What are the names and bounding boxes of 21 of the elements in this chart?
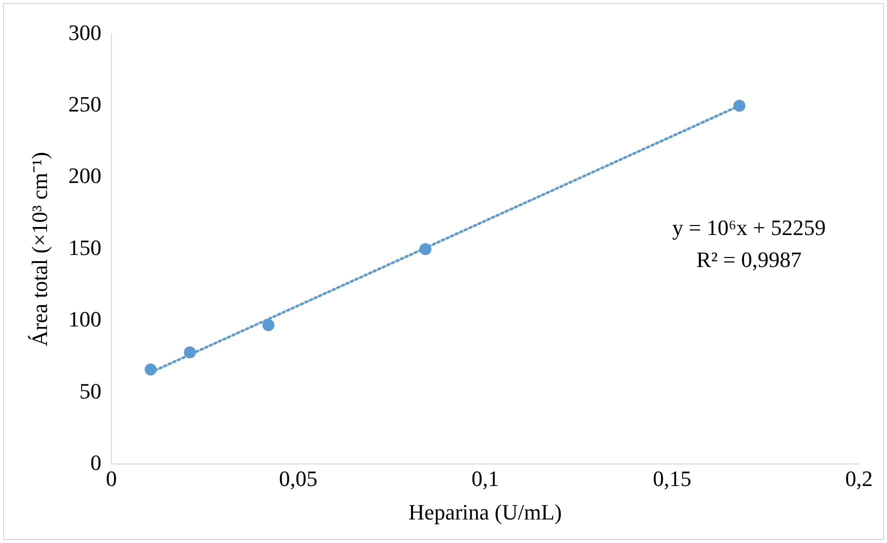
y-tick-label: 0 bbox=[90, 450, 102, 475]
y-tick-label: 150 bbox=[68, 234, 102, 260]
point bbox=[184, 346, 196, 358]
y-tick-label: 100 bbox=[68, 306, 102, 332]
y-tick-label: 300 bbox=[68, 20, 102, 45]
y-axis-title: Área total (×10³ cm⁻¹) bbox=[26, 152, 52, 346]
annotation: R² = 0,9987 bbox=[696, 246, 802, 272]
point bbox=[262, 319, 274, 332]
y-tick-label: 250 bbox=[68, 91, 102, 116]
x-tick-label: 0,1 bbox=[471, 466, 499, 492]
point bbox=[733, 100, 746, 112]
point bbox=[419, 243, 432, 256]
x-axis-title: Heparina (U/mL) bbox=[408, 500, 562, 525]
x-tick-label: 0,15 bbox=[652, 466, 692, 492]
point bbox=[144, 364, 157, 376]
y-tick-label: 200 bbox=[68, 163, 102, 188]
x-tick-label: 0,05 bbox=[279, 466, 318, 492]
annotation: y = 10⁶x + 52259 bbox=[672, 214, 826, 240]
y-tick-label: 50 bbox=[79, 378, 102, 404]
x-tick-label: 0 bbox=[106, 466, 117, 492]
x-tick-label: 0,2 bbox=[845, 466, 873, 492]
